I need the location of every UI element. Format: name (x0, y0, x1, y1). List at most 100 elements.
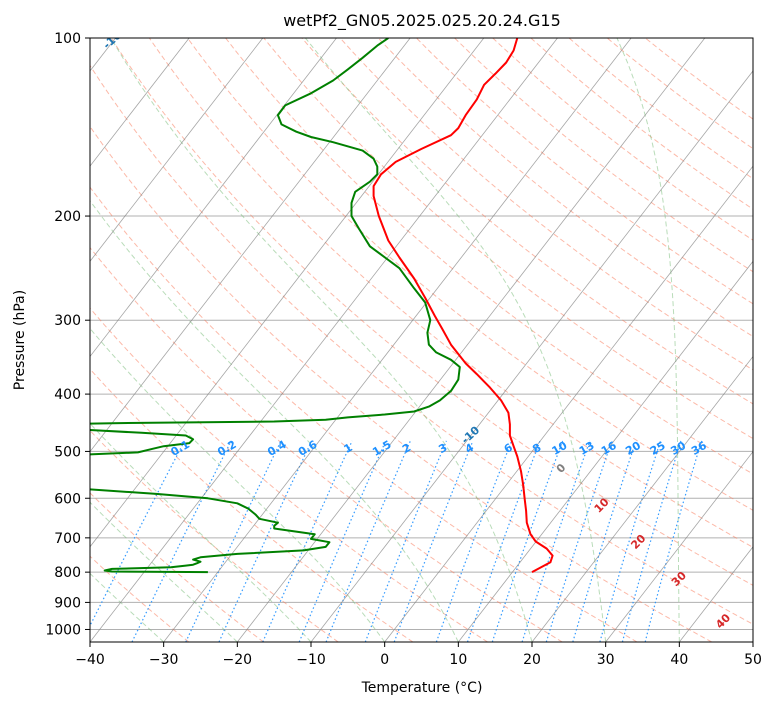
mixing-ratio-label: 0.4 (265, 438, 289, 459)
dry-adiabat-line (339, 38, 753, 371)
y-axis-label: Pressure (hPa) (12, 290, 28, 390)
mixing-ratio-line (644, 440, 703, 642)
mixing-ratio-line (435, 440, 513, 642)
mixing-ratio-label: 25 (648, 439, 668, 458)
dry-adiabat-line (90, 492, 264, 642)
isotherm-line (163, 38, 632, 642)
mixing-ratio-line (298, 440, 387, 642)
moist-adiabat-line (110, 38, 533, 642)
dry-adiabat-line (90, 429, 339, 642)
axes: −40 −30 −20 −10 0 10 20 30 40 50 100 200 300 400 500 60… (45, 31, 762, 668)
mixing-ratio-line (545, 440, 613, 642)
isotherms (90, 38, 753, 642)
dry-adiabat-line (530, 38, 753, 210)
mixing-ratio-label: 1 (342, 441, 355, 456)
isotherm-label: -10 (459, 423, 483, 446)
y-tick-label: 1000 (45, 622, 81, 638)
mixing-ratio-line (185, 440, 282, 642)
y-tick-label: 600 (54, 491, 81, 507)
dry-adiabat-line (606, 38, 753, 150)
mixing-ratio-line (599, 440, 662, 642)
mixing-ratio-label: 30 (668, 439, 688, 458)
mixing-ratio-line (90, 440, 186, 627)
dry-adiabat-line (90, 307, 488, 642)
x-tick-label: 50 (744, 652, 762, 668)
dry-adiabat-line (377, 38, 753, 338)
isotherm-line (90, 38, 411, 453)
y-tick-label: 400 (54, 387, 81, 403)
dry-adiabat-line (644, 38, 753, 120)
dry-adiabats (90, 38, 753, 642)
dry-adiabat-line (90, 64, 753, 625)
isotherm-line (90, 38, 190, 167)
dry-adiabat-line (492, 38, 753, 241)
mixing-ratio-line (364, 440, 447, 642)
y-tick-label: 100 (54, 31, 81, 47)
isotherm-line (90, 38, 558, 642)
x-tick-label: 10 (449, 652, 467, 668)
dry-adiabat-line (225, 38, 753, 475)
chart-title: wetPf2_GN05.2025.025.20.24.G15 (283, 11, 561, 31)
dry-adiabat-line (90, 186, 638, 642)
y-tick-label: 900 (54, 595, 81, 611)
y-tick-label: 700 (54, 531, 81, 547)
moist-adiabat-line (616, 38, 680, 642)
mixing-ratio-line (262, 440, 353, 642)
sounding-series (90, 38, 554, 574)
isotherm-line (90, 38, 485, 548)
moist-adiabat-line (90, 327, 386, 642)
mixing-ratio-line (572, 440, 637, 642)
mixing-ratio-lines (90, 440, 703, 642)
isotherm-line (679, 546, 753, 642)
x-tick-label: −40 (75, 652, 105, 668)
moist-adiabat-line (305, 38, 607, 642)
plot-frame (89, 37, 754, 643)
mixing-ratio-line (131, 440, 232, 642)
x-tick-label: 20 (523, 652, 541, 668)
y-tick-label: 500 (54, 444, 81, 460)
mixing-ratio-line (218, 440, 313, 642)
dry-adiabat-line (187, 38, 753, 511)
dry-adiabat-line (263, 38, 753, 440)
isotherm-line (531, 355, 753, 642)
mixing-ratio-line (491, 440, 564, 642)
x-tick-label: 30 (597, 652, 615, 668)
isotherm-line (458, 260, 753, 642)
x-tick-label: −10 (296, 652, 326, 668)
mixing-ratio-line (621, 440, 682, 642)
x-tick-label: 40 (670, 652, 688, 668)
mixing-ratio-label: 36 (689, 439, 709, 458)
dry-adiabat-line (416, 38, 753, 305)
isotherm-line (752, 641, 753, 642)
mixing-ratio-line (466, 440, 541, 642)
moist-adiabat-line (90, 199, 459, 642)
dry-adiabat-line (90, 368, 414, 642)
mixing-ratio-label: 2 (400, 441, 413, 456)
dry-adiabat-line (90, 125, 712, 642)
dry-adiabat-line (110, 38, 753, 586)
y-tick-label: 800 (54, 565, 81, 581)
isotherm-line (90, 38, 264, 262)
isotherm-line (237, 38, 706, 642)
isotherm-line (605, 450, 753, 642)
mixing-ratio-label: 20 (623, 439, 643, 458)
temperature-profile-line (372, 38, 554, 573)
mixing-ratio-label: 10 (550, 439, 570, 458)
moist-adiabat-label: 20 (628, 532, 648, 552)
dry-adiabat-line (454, 38, 753, 273)
mixing-ratio-label: 0.2 (215, 438, 238, 459)
moist-adiabat-line (90, 422, 312, 642)
dewpoint-profile-line (90, 38, 461, 574)
x-tick-label: −30 (149, 652, 179, 668)
dry-adiabat-line (568, 38, 753, 180)
mixing-ratio-label: 1.5 (370, 438, 393, 459)
isotherm-line (310, 70, 753, 642)
horizontal-gridlines (90, 38, 753, 630)
mixing-ratio-label: 8 (530, 441, 543, 456)
dry-adiabat-line (90, 246, 563, 642)
isotherm-line (384, 165, 753, 642)
mixing-ratio-line (521, 440, 591, 642)
y-tick-label: 200 (54, 209, 81, 225)
